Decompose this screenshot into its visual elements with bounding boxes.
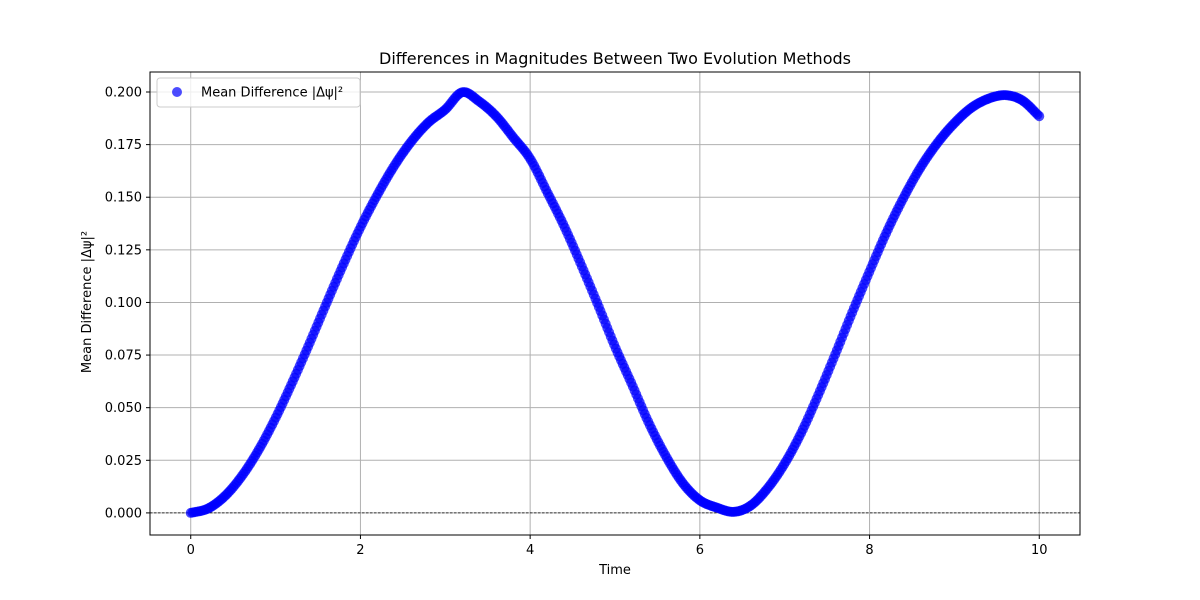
y-tick-label: 0.100 xyxy=(105,296,142,311)
x-tick-label: 10 xyxy=(1031,543,1048,558)
y-axis-ticks: 0.000 0.025 0.050 0.075 0.100 0.125 0.150 0.175… xyxy=(105,85,150,521)
y-tick-label: 0.000 xyxy=(105,506,142,521)
y-tick-label: 0.200 xyxy=(105,85,142,100)
y-tick-label: 0.025 xyxy=(105,454,142,469)
x-tick-label: 2 xyxy=(356,543,364,558)
legend-marker xyxy=(172,87,182,97)
x-tick-label: 6 xyxy=(696,543,704,558)
x-tick-label: 4 xyxy=(526,543,534,558)
x-axis-title: Time xyxy=(598,563,631,578)
y-tick-label: 0.050 xyxy=(105,401,142,416)
legend-label: Mean Difference |Δψ|² xyxy=(201,86,343,101)
y-tick-label: 0.150 xyxy=(105,191,142,206)
data-points xyxy=(185,87,1045,518)
legend-box xyxy=(156,77,361,108)
plot-frame xyxy=(149,71,1081,536)
x-axis-ticks: 0 2 4 6 8 10 xyxy=(187,535,1048,558)
x-tick-label: 0 xyxy=(187,543,195,558)
y-tick-label: 0.125 xyxy=(105,243,142,258)
y-tick-label: 0.075 xyxy=(105,349,142,364)
chart-title: Differences in Magnitudes Between Two Ev… xyxy=(379,49,851,68)
x-tick-label: 8 xyxy=(865,543,873,558)
legend: Mean Difference |Δψ|² xyxy=(156,77,361,108)
data-point xyxy=(1034,111,1045,122)
y-tick-label: 0.175 xyxy=(105,138,142,153)
y-axis-title: Mean Difference |Δψ|² xyxy=(80,231,95,373)
